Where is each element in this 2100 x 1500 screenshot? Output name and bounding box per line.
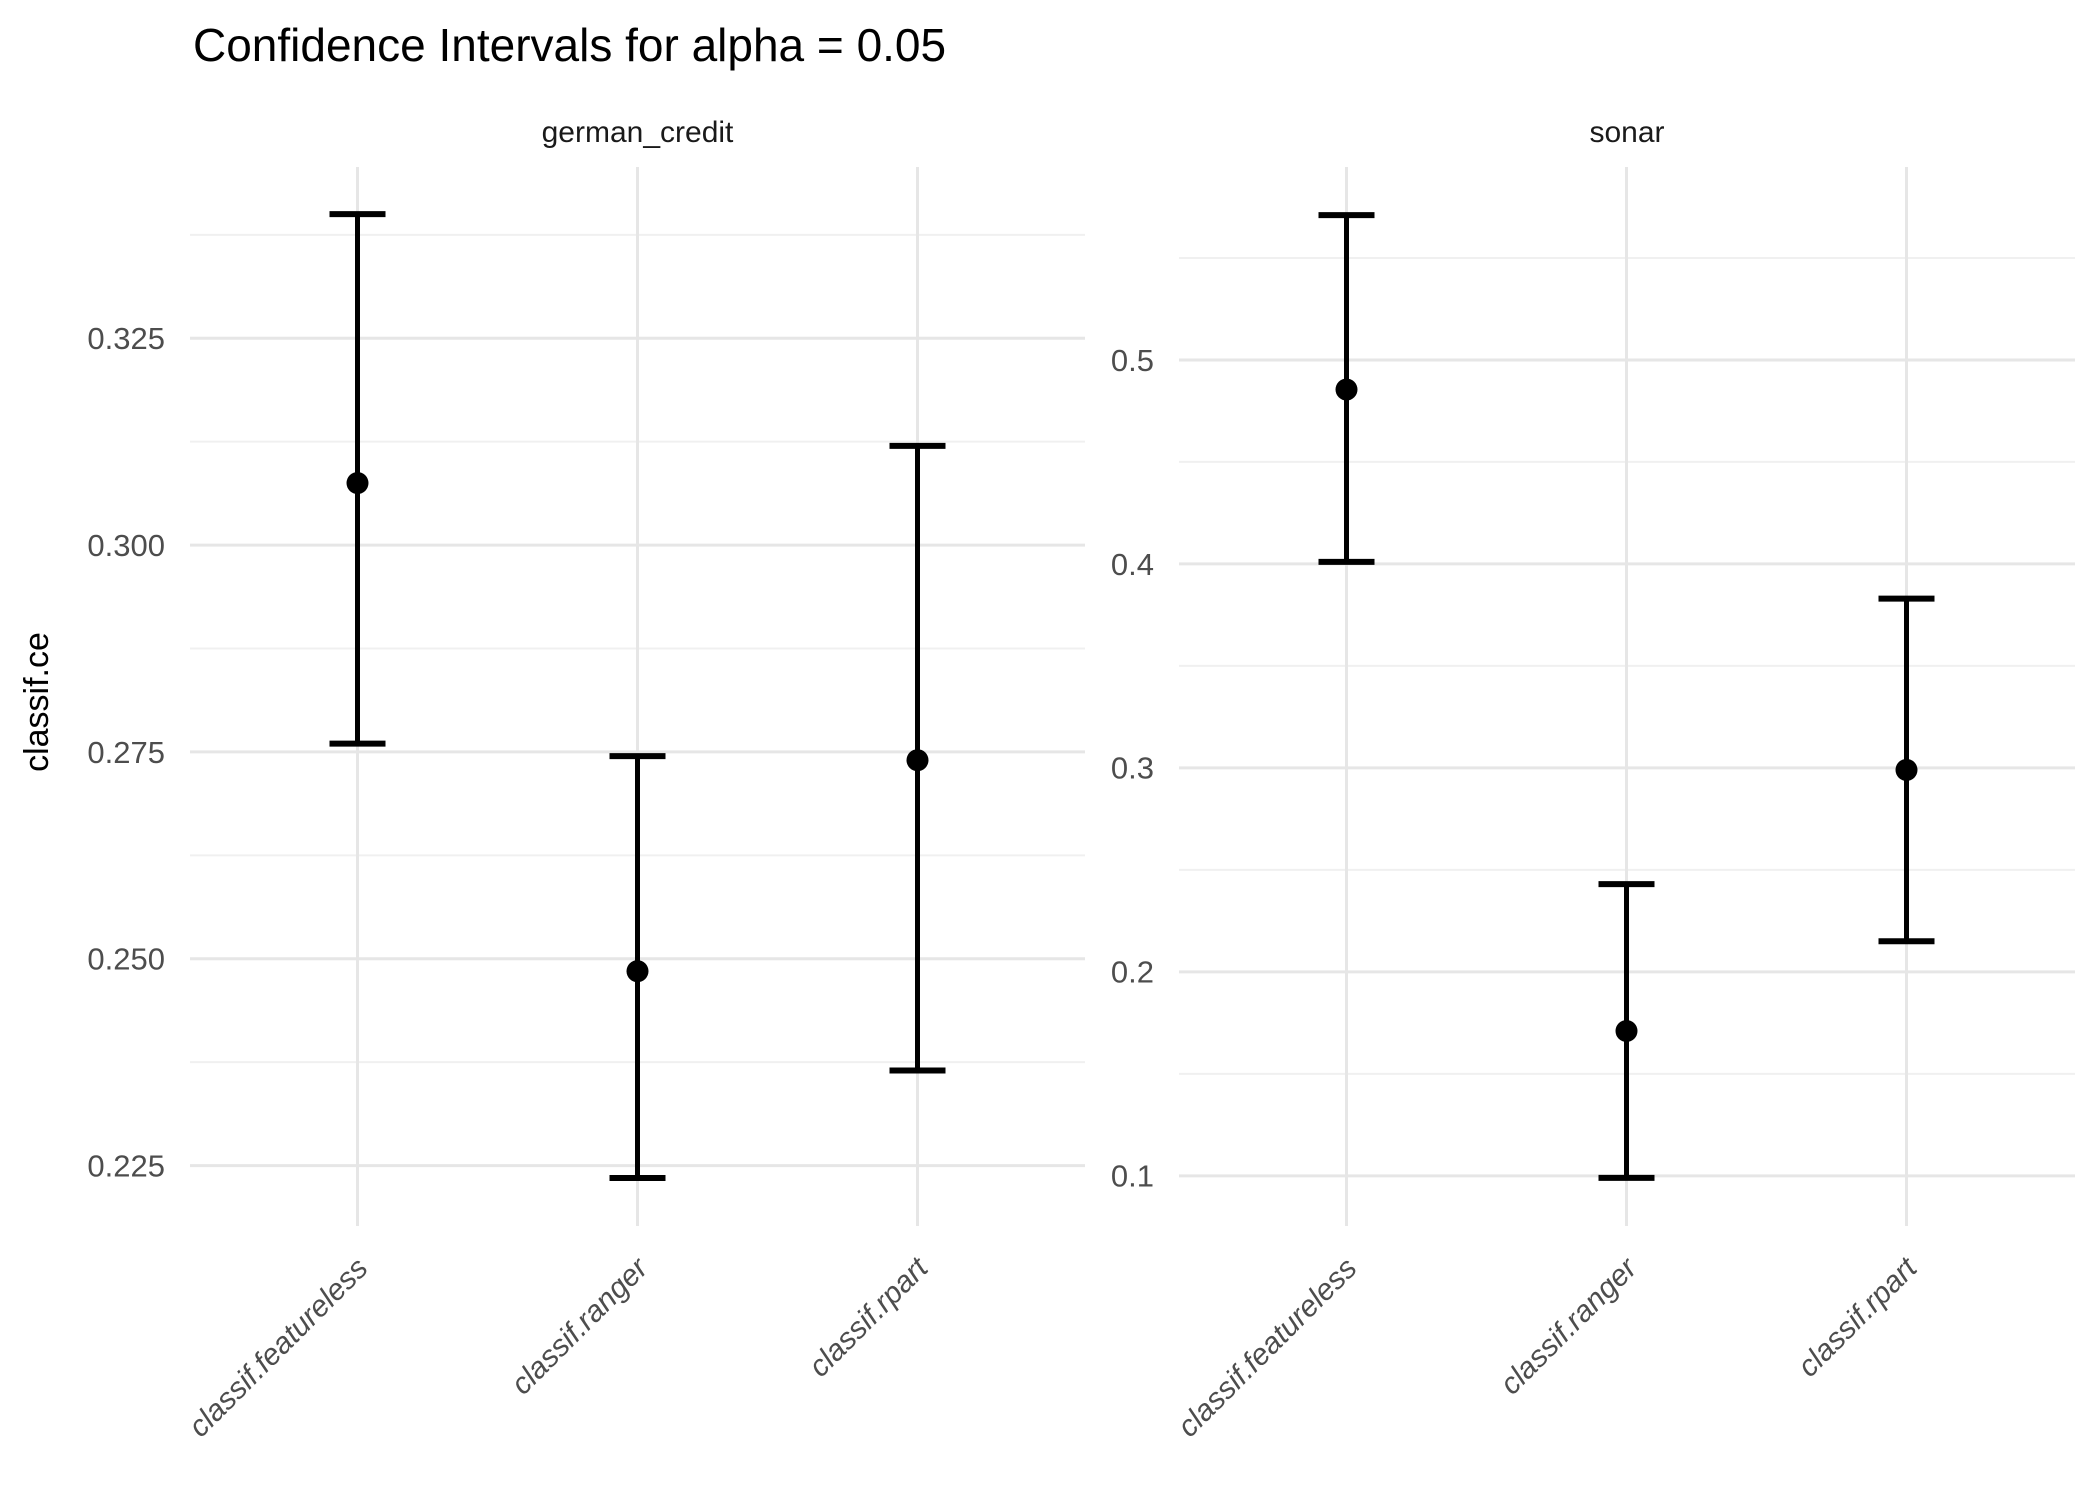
facet-strip-german-credit: german_credit xyxy=(541,116,734,149)
y-tick-label: 0.300 xyxy=(87,528,165,563)
x-category-label: classif.featureless xyxy=(183,1252,375,1444)
point-estimate-dot xyxy=(346,472,369,495)
point-estimate-dot xyxy=(626,960,649,983)
x-category-label: classif.rpart xyxy=(803,1250,936,1383)
point-estimate-dot xyxy=(1895,758,1918,781)
y-tick-label: 0.225 xyxy=(87,1148,165,1183)
y-tick-label: 0.3 xyxy=(1111,751,1154,786)
y-tick-label: 0.5 xyxy=(1111,343,1154,378)
x-category-label: classif.ranger xyxy=(1494,1251,1644,1401)
x-category-label: classif.featureless xyxy=(1172,1252,1364,1444)
y-tick-label: 0.1 xyxy=(1111,1159,1154,1194)
y-tick-label: 0.250 xyxy=(87,942,165,977)
point-estimate-dot xyxy=(1335,378,1358,401)
point-estimate-dot xyxy=(906,749,929,772)
x-category-label: classif.rpart xyxy=(1792,1250,1925,1383)
y-tick-label: 0.4 xyxy=(1111,547,1154,582)
point-estimate-dot xyxy=(1615,1020,1638,1043)
x-category-label: classif.ranger xyxy=(505,1251,655,1401)
y-tick-label: 0.2 xyxy=(1111,955,1154,990)
plot-title: Confidence Intervals for alpha = 0.05 xyxy=(193,19,947,71)
y-tick-label: 0.275 xyxy=(87,735,165,770)
y-tick-label: 0.325 xyxy=(87,321,165,356)
facet-strip-sonar: sonar xyxy=(1589,116,1665,149)
